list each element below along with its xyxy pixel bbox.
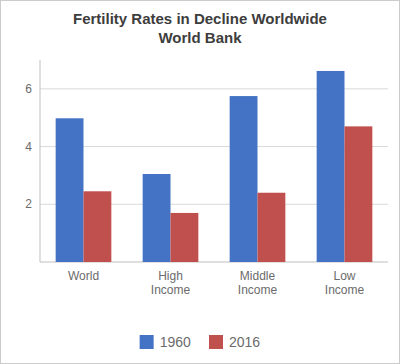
- x-tick-label: MiddleIncome: [238, 269, 278, 297]
- subtitle: World Bank: [158, 29, 242, 46]
- y-tick-label: 6: [25, 82, 32, 96]
- legend-swatch: [209, 335, 223, 349]
- title: Fertility Rates in Decline Worldwide: [73, 10, 327, 27]
- bar: [317, 71, 345, 262]
- bar: [230, 96, 258, 262]
- bar: [258, 193, 286, 262]
- chart: Fertility Rates in Decline Worldwide Worl…: [0, 0, 400, 364]
- bar: [171, 213, 199, 262]
- x-tick-label: LowIncome: [325, 269, 365, 297]
- legend-label: 2016: [229, 334, 260, 350]
- legend: 1960 2016: [140, 334, 261, 350]
- y-tick-label: 4: [25, 140, 32, 154]
- background: [1, 1, 400, 364]
- x-tick-label: HighIncome: [151, 269, 191, 297]
- bar: [143, 174, 171, 262]
- x-axis: World HighIncome MiddleIncome LowIncome: [68, 269, 365, 297]
- bar: [84, 191, 112, 262]
- legend-label: 1960: [160, 334, 191, 350]
- y-axis: 2 4 6: [25, 60, 388, 262]
- bar: [56, 118, 84, 262]
- y-axis-line: [40, 60, 41, 262]
- bars: [56, 71, 373, 262]
- legend-swatch: [140, 335, 154, 349]
- x-tick-label: World: [68, 269, 99, 283]
- y-tick-label: 2: [25, 197, 32, 211]
- bar: [345, 126, 373, 262]
